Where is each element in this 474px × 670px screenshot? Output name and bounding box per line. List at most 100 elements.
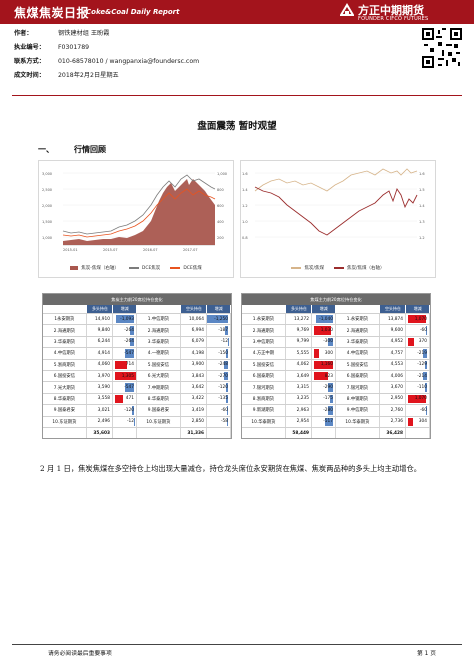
cell-text: -12 — [220, 339, 228, 345]
svg-text:2017-07: 2017-07 — [183, 248, 198, 252]
change-bar — [425, 383, 427, 392]
meta-key: 执业编号： — [14, 44, 45, 51]
change-bar — [114, 360, 127, 369]
change-bar — [125, 349, 134, 358]
cell-text: 58,449 — [292, 430, 309, 436]
table-cell: 5.国投安信 — [336, 359, 380, 370]
legend-swatch — [170, 267, 181, 269]
table-title: 焦炭主力前20席位持仓变化 — [43, 294, 231, 305]
table-cell: -120 — [207, 382, 231, 393]
chart-legend: 焦炭/焦煤 焦炭/焦煤（右轴） — [241, 265, 435, 271]
table-row: 8.浙商期货 3,235 -175 8.中钢期货 2,950 1,070 — [242, 392, 430, 405]
meta-value: F0301789 — [58, 44, 90, 51]
cell-text: 2,850 — [191, 419, 204, 425]
meta-row: 成文时间： 2018年2月2日星期五 — [14, 69, 199, 83]
cell-text: 4,060 — [97, 362, 110, 368]
table-row: 7.银河期货 3,315 -290 7.银河期货 3,670 -110 — [242, 381, 430, 393]
cell-text: 4.方正中期 — [252, 351, 275, 357]
meta-key: 作者： — [14, 30, 33, 37]
table-cell: 3.中信期货 — [242, 336, 286, 348]
change-bar — [330, 394, 333, 404]
spread-area — [63, 179, 215, 245]
table-cell: 9,799 — [286, 336, 312, 348]
table-cell: 471 — [113, 393, 137, 405]
cell-text: 7.银河期货 — [252, 385, 275, 391]
change-bar — [313, 349, 319, 358]
table-cell: 1.中信期货 — [137, 314, 181, 325]
cell-text: 3,590 — [97, 385, 110, 391]
change-bar — [224, 326, 228, 335]
legend-item: DCE焦煤 — [170, 265, 202, 271]
table-cell: 9.国泰君安 — [43, 405, 87, 416]
table-cell: 4.一德期货 — [137, 348, 181, 359]
svg-text:1.6: 1.6 — [419, 172, 425, 176]
table-cell: 1,305 — [113, 370, 137, 382]
table-cell: -187 — [207, 325, 231, 336]
cell-text: -547 — [124, 385, 134, 391]
table-cell: 2,760 — [380, 405, 406, 416]
cell-text: 3,843 — [191, 373, 204, 379]
table-cell: 6.国投安信 — [43, 370, 87, 382]
cell-text: -270 — [218, 373, 228, 379]
table-cell: 13,874 — [380, 314, 406, 325]
table-row: 8.华泰期货 3,558 471 8.华泰期货 3,422 -135 — [43, 392, 231, 405]
cell-text: 4.中信期货 — [346, 351, 369, 357]
qr-code-icon — [422, 28, 462, 68]
table-cell: 58,449 — [286, 427, 312, 439]
cell-text: 304 — [418, 419, 427, 425]
table-cell: -135 — [207, 393, 231, 405]
cell-text: -219 — [417, 350, 427, 356]
change-bar — [223, 360, 228, 369]
cell-text: 35,603 — [93, 430, 110, 436]
cell-text: -120 — [218, 385, 228, 391]
cell-text: 1,305 — [121, 373, 134, 379]
logo-mark-icon — [340, 3, 354, 16]
cell-text: 3,900 — [191, 362, 204, 368]
cell-text: 2,736 — [390, 419, 403, 425]
table-cell — [336, 427, 380, 439]
price-chart-left: 3,000 2,500 2,000 1,500 1,000 1,000 800 600 4… — [38, 160, 234, 278]
table-row: 5.国投安信 4,062 1,160 5.国投安信 4,553 -129 — [242, 358, 430, 370]
legend-item: 焦炭/焦煤 — [291, 265, 324, 271]
change-bar — [129, 326, 134, 335]
cell-text: 9.中信期货 — [346, 408, 369, 414]
table-cell: 6.光大期货 — [137, 370, 181, 382]
table-cell: 3,315 — [286, 382, 312, 393]
cell-text: 9.国泰君安 — [147, 408, 170, 414]
table-cell: 4.中信期货 — [336, 348, 380, 359]
table-cell: 3,021 — [87, 405, 113, 416]
table-header-cell — [43, 305, 88, 313]
footer-disclaimer: 请务必阅读最后重要事项 — [48, 651, 112, 657]
cell-text: 3,419 — [191, 407, 204, 413]
table-row: 3.华泰期货 6,244 -264 3.华泰期货 6,079 -12 — [43, 335, 231, 348]
cell-text: 1永安期货 — [54, 317, 75, 323]
cell-text: 4,757 — [390, 350, 403, 356]
cell-text: 4,198 — [191, 350, 204, 356]
table-cell: -60 — [406, 405, 430, 416]
legend-swatch — [291, 267, 302, 269]
report-header: 焦煤焦炭日报 Coke&Coal Daily Report 方正中期期货 FOU… — [0, 0, 474, 24]
change-bar — [132, 406, 134, 415]
cell-text: 4,062 — [296, 362, 309, 368]
cell-text: 10.华泰期货 — [251, 419, 276, 425]
change-bar — [207, 315, 228, 324]
table-cell: 3.华泰期货 — [43, 336, 87, 348]
cell-text: -135 — [218, 396, 228, 402]
cell-text: 10,064 — [188, 316, 204, 322]
change-bar — [424, 360, 427, 369]
table-cell: 8.华泰期货 — [43, 393, 87, 405]
svg-text:2015-07: 2015-07 — [103, 248, 118, 252]
table-cell: 9,840 — [87, 325, 113, 336]
change-bar — [227, 417, 228, 426]
table-row: 3.中信期货 9,799 -300 3.华泰期货 4,952 370 — [242, 335, 430, 348]
cell-text: -1,040 — [319, 316, 333, 322]
table-cell — [137, 427, 181, 439]
table-cell: -120 — [113, 405, 137, 416]
cell-text: 3,642 — [191, 385, 204, 391]
table-cell: 823 — [312, 370, 336, 382]
table-row: 9.国泰君安 3,021 -120 9.国泰君安 3,419 -60 — [43, 404, 231, 416]
cell-text: 8.华泰期货 — [147, 396, 170, 402]
table-cell: 8.浙商期货 — [242, 393, 286, 405]
table-cell: 3,649 — [286, 370, 312, 382]
table-row: 4.方正中期 5,555 300 4.中信期货 4,757 -219 — [242, 347, 430, 359]
